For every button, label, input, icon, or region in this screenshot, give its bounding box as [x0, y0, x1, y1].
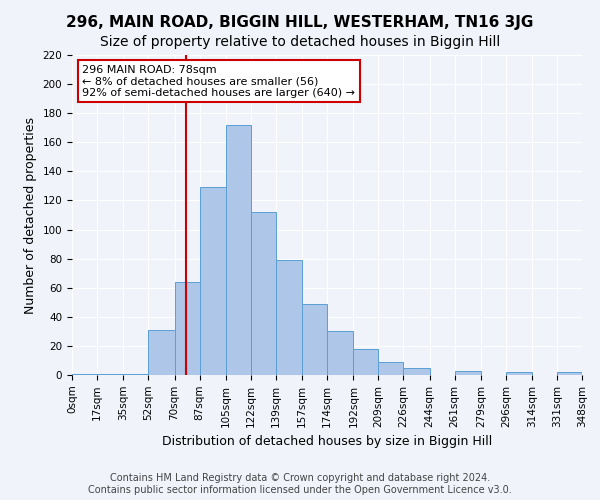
Bar: [353, 349, 378, 375]
Bar: [175, 282, 199, 375]
Text: Size of property relative to detached houses in Biggin Hill: Size of property relative to detached ho…: [100, 35, 500, 49]
Bar: [302, 304, 327, 375]
Y-axis label: Number of detached properties: Number of detached properties: [24, 116, 37, 314]
Bar: [276, 260, 302, 375]
Text: 296 MAIN ROAD: 78sqm
← 8% of detached houses are smaller (56)
92% of semi-detach: 296 MAIN ROAD: 78sqm ← 8% of detached ho…: [82, 64, 355, 98]
Bar: [148, 330, 175, 375]
X-axis label: Distribution of detached houses by size in Biggin Hill: Distribution of detached houses by size …: [162, 435, 492, 448]
Bar: [226, 125, 251, 375]
Bar: [557, 372, 582, 375]
Bar: [378, 362, 403, 375]
Bar: [123, 374, 148, 375]
Bar: [403, 368, 430, 375]
Text: Contains HM Land Registry data © Crown copyright and database right 2024.
Contai: Contains HM Land Registry data © Crown c…: [88, 474, 512, 495]
Bar: [97, 374, 123, 375]
Bar: [72, 374, 97, 375]
Bar: [455, 370, 481, 375]
Bar: [251, 212, 276, 375]
Bar: [327, 332, 353, 375]
Text: 296, MAIN ROAD, BIGGIN HILL, WESTERHAM, TN16 3JG: 296, MAIN ROAD, BIGGIN HILL, WESTERHAM, …: [67, 15, 533, 30]
Bar: [506, 372, 532, 375]
Bar: [199, 188, 226, 375]
